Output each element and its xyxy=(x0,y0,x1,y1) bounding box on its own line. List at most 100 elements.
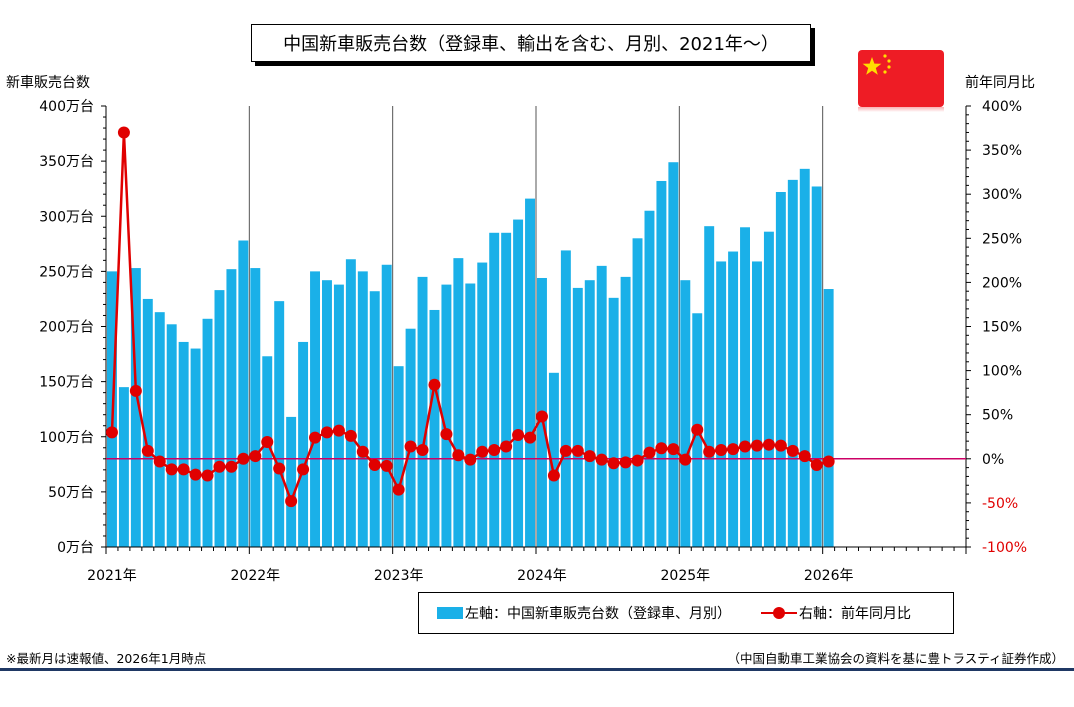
yoy-point xyxy=(727,443,740,456)
yoy-point xyxy=(619,456,632,469)
bar xyxy=(596,265,607,547)
bar xyxy=(453,258,464,547)
yoy-point xyxy=(404,440,417,453)
right-tick-label: 0% xyxy=(982,452,1004,468)
left-tick-label: 400万台 xyxy=(39,99,94,115)
bar xyxy=(752,261,762,547)
bar xyxy=(417,276,428,547)
right-tick-label: 400% xyxy=(982,99,1022,115)
yoy-point xyxy=(273,462,286,475)
yoy-point xyxy=(332,424,345,437)
bar xyxy=(262,356,273,547)
yoy-point xyxy=(440,428,453,441)
yoy-point xyxy=(129,384,142,397)
bar xyxy=(118,387,129,547)
bar xyxy=(704,226,715,548)
yoy-point xyxy=(428,378,441,391)
left-tick-label: 350万台 xyxy=(39,154,94,170)
bar xyxy=(369,291,380,547)
bar xyxy=(107,271,117,547)
yoy-point xyxy=(607,457,620,470)
left-tick-label: 150万台 xyxy=(39,375,94,391)
yoy-point xyxy=(691,423,704,436)
left-tick-label: 100万台 xyxy=(39,430,94,446)
bar xyxy=(178,341,189,547)
right-tick-label: -50% xyxy=(982,496,1018,512)
yoy-point xyxy=(500,440,513,453)
yoy-point xyxy=(488,443,501,456)
yoy-point xyxy=(201,469,214,482)
bar xyxy=(632,238,643,548)
bar xyxy=(154,312,165,547)
bar xyxy=(345,259,356,547)
bar xyxy=(572,287,583,547)
yoy-point xyxy=(141,444,154,457)
yoy-point xyxy=(822,455,835,468)
yoy-point xyxy=(464,453,477,466)
bar xyxy=(333,284,344,547)
bar xyxy=(357,271,368,547)
right-tick-label: 150% xyxy=(982,320,1022,336)
yoy-point xyxy=(810,458,823,471)
right-tick-label: 350% xyxy=(982,143,1022,159)
right-tick-label: 50% xyxy=(982,408,1013,424)
legend-bar-swatch xyxy=(437,607,463,619)
bar xyxy=(142,298,153,547)
left-tick-label: 250万台 xyxy=(39,264,94,280)
yoy-point xyxy=(750,439,763,452)
bar xyxy=(250,268,261,547)
yoy-point xyxy=(547,469,560,482)
yoy-point xyxy=(703,445,716,458)
yoy-point xyxy=(249,450,262,463)
yoy-point xyxy=(320,426,333,439)
yoy-point xyxy=(476,445,489,458)
yoy-point xyxy=(189,468,202,481)
right-tick-label: 100% xyxy=(982,364,1022,380)
bar xyxy=(286,416,297,547)
bar xyxy=(322,280,332,547)
yoy-point xyxy=(583,450,596,463)
yoy-point xyxy=(679,453,692,466)
left-tick-label: 300万台 xyxy=(39,209,94,225)
yoy-point xyxy=(571,444,584,457)
bar xyxy=(298,341,309,547)
yoy-point xyxy=(631,454,644,467)
yoy-point xyxy=(297,463,310,476)
x-tick-label: 2026年 xyxy=(804,568,854,584)
yoy-point xyxy=(117,126,130,139)
bottom-rule xyxy=(0,668,1074,671)
bar xyxy=(238,240,249,547)
footnote-left: ※最新月は速報値、2026年1月時点 xyxy=(6,651,207,666)
bar xyxy=(823,289,834,547)
bar xyxy=(548,372,559,547)
yoy-point xyxy=(595,453,608,466)
yoy-point xyxy=(535,410,548,423)
legend-bar-label: 左軸：中国新車販売台数（登録車、月別） xyxy=(465,606,731,622)
chart-title: 中国新車販売台数（登録車、輸出を含む、月別、2021年～） xyxy=(251,24,811,62)
yoy-point xyxy=(643,446,656,459)
bar xyxy=(620,276,631,547)
bar xyxy=(274,301,285,547)
bar xyxy=(405,328,416,547)
yoy-point xyxy=(368,458,381,471)
yoy-point xyxy=(715,443,728,456)
bar xyxy=(393,366,404,547)
bar xyxy=(525,198,535,548)
x-tick-label: 2024年 xyxy=(517,568,567,584)
yoy-point xyxy=(105,426,118,439)
yoy-point xyxy=(309,431,322,444)
yoy-point xyxy=(416,443,429,456)
yoy-point xyxy=(225,460,238,473)
bar xyxy=(811,186,822,548)
yoy-point xyxy=(285,495,298,508)
yoy-point xyxy=(261,436,274,449)
bar xyxy=(584,280,595,547)
bar xyxy=(513,219,524,547)
bar xyxy=(799,168,810,547)
x-tick-label: 2021年 xyxy=(87,568,137,584)
yoy-point xyxy=(153,455,166,468)
chart-legend: 左軸：中国新車販売台数（登録車、月別） 右軸：前年同月比 xyxy=(418,592,954,634)
left-tick-label: 0万台 xyxy=(57,540,94,556)
yoy-point xyxy=(452,449,465,462)
bar xyxy=(668,162,679,548)
